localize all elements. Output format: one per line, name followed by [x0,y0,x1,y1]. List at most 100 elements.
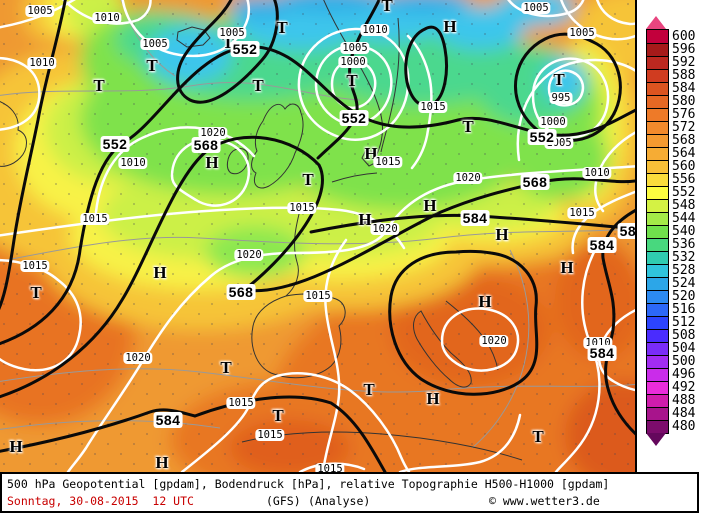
isobar-label: 1015 [567,207,597,219]
legend-value: 580 [672,94,696,109]
isobar-label: 1015 [373,156,403,168]
high-center-symbol: H [153,263,167,282]
legend-value: 568 [672,133,696,148]
legend-color-cell [647,407,668,420]
legend-color-cell [647,56,668,69]
legend-value: 536 [672,237,696,252]
legend-color-cell [647,95,668,108]
map-title: 500 hPa Geopotential [gpdam], Bodendruck… [7,477,610,491]
isobar-label: 1015 [287,202,317,214]
high-center-symbol: H [478,292,492,311]
isobar-label: 1015 [226,397,256,409]
geopotential-label: 584 [587,237,617,253]
high-center-symbol: H [155,453,169,472]
isobar-label: 1010 [118,157,148,169]
legend-value: 600 [672,29,696,44]
legend-color-cell [647,173,668,186]
legend-color-cell [647,277,668,290]
legend-value: 512 [672,315,696,330]
legend-color-cell [647,316,668,329]
legend-value: 480 [672,419,696,434]
geopotential-label: 568 [226,284,256,300]
legend-color-cell [647,251,668,264]
isobar-label: 1015 [80,213,110,225]
isobar-label: 1015 [255,429,285,441]
isobar-label: 1000 [538,116,568,128]
low-center-symbol: T [553,70,565,89]
legend-value: 484 [672,406,696,421]
legend-value: 572 [672,120,696,135]
legend-value: 528 [672,263,696,278]
geopotential-label: 552 [230,41,260,57]
isobar-label: 1010 [360,24,390,36]
legend-color-cell [647,160,668,173]
minor-contours [0,0,635,449]
isobar-label: 1020 [479,335,509,347]
legend-color-cell [647,394,668,407]
legend-color-cell [647,108,668,121]
isobar-label: 1020 [198,127,228,139]
legend-color-cell [647,69,668,82]
legend-value: 544 [672,211,696,226]
low-center-symbol: T [146,56,158,75]
high-center-symbol: H [358,210,372,229]
isobar-label: 1005 [340,42,370,54]
legend-value: 576 [672,107,696,122]
low-center-symbol: T [346,71,358,90]
isobar-label: 1015 [418,101,448,113]
legend-color-cell [647,186,668,199]
map-label-layer: 1005 1010 1005 1005 1010 1010 1005 1000 1005 1005… [9,0,635,472]
legend-color-cell [647,381,668,394]
low-center-symbol: T [222,33,234,52]
low-center-symbol: T [462,117,474,136]
legend-color-cell [647,303,668,316]
low-center-symbol: T [93,76,105,95]
high-center-symbol: H [9,437,23,456]
legend-color-cell [647,212,668,225]
legend-value: 520 [672,289,696,304]
legend-value: 504 [672,341,696,356]
legend-value: 592 [672,55,696,70]
legend-color-cell [647,342,668,355]
geopotential-label: 568 [520,174,550,190]
high-center-symbol: H [205,153,219,172]
geopotential-label: 584 [617,223,635,239]
legend-value: 532 [672,250,696,265]
high-center-symbol: H [495,225,509,244]
legend-color-bar [646,29,669,434]
low-center-symbol: T [252,76,264,95]
high-center-symbol: H [443,17,457,36]
legend-value: 516 [672,302,696,317]
low-center-symbol: T [30,283,42,302]
isobar-label: 1020 [123,352,153,364]
legend-value: 540 [672,224,696,239]
legend-arrow-up-icon [646,16,666,29]
isobar-label: 1010 [582,167,612,179]
geopotential-label: 552 [527,129,557,145]
low-center-symbol: T [532,427,544,446]
geopotential-label: 584 [153,412,183,428]
legend-color-cell [647,264,668,277]
legend-color-cell [647,121,668,134]
isobar-label: 995 [549,92,573,104]
isobar-label: 1010 [92,12,122,24]
legend-value: 496 [672,367,696,382]
high-center-symbol: H [426,389,440,408]
high-center-symbol: H [560,258,574,277]
low-center-symbol: T [363,380,375,399]
isobar-label: 1005 [25,5,55,17]
legend-color-cell [647,420,668,433]
legend-value: 596 [672,42,696,57]
map-datetime: Sonntag, 30-08-2015 12 UTC [7,494,194,508]
isobar-label: 1015 [303,290,333,302]
legend-color-cell [647,82,668,95]
isobar-label: 1015 [20,260,50,272]
legend-value: 524 [672,276,696,291]
legend-color-cell [647,368,668,381]
legend-color-cell [647,225,668,238]
legend-color-cell [647,199,668,212]
geopotential-label: 552 [100,136,130,152]
low-center-symbol: T [272,406,284,425]
isobar-label: 1020 [370,223,400,235]
legend-value: 560 [672,159,696,174]
